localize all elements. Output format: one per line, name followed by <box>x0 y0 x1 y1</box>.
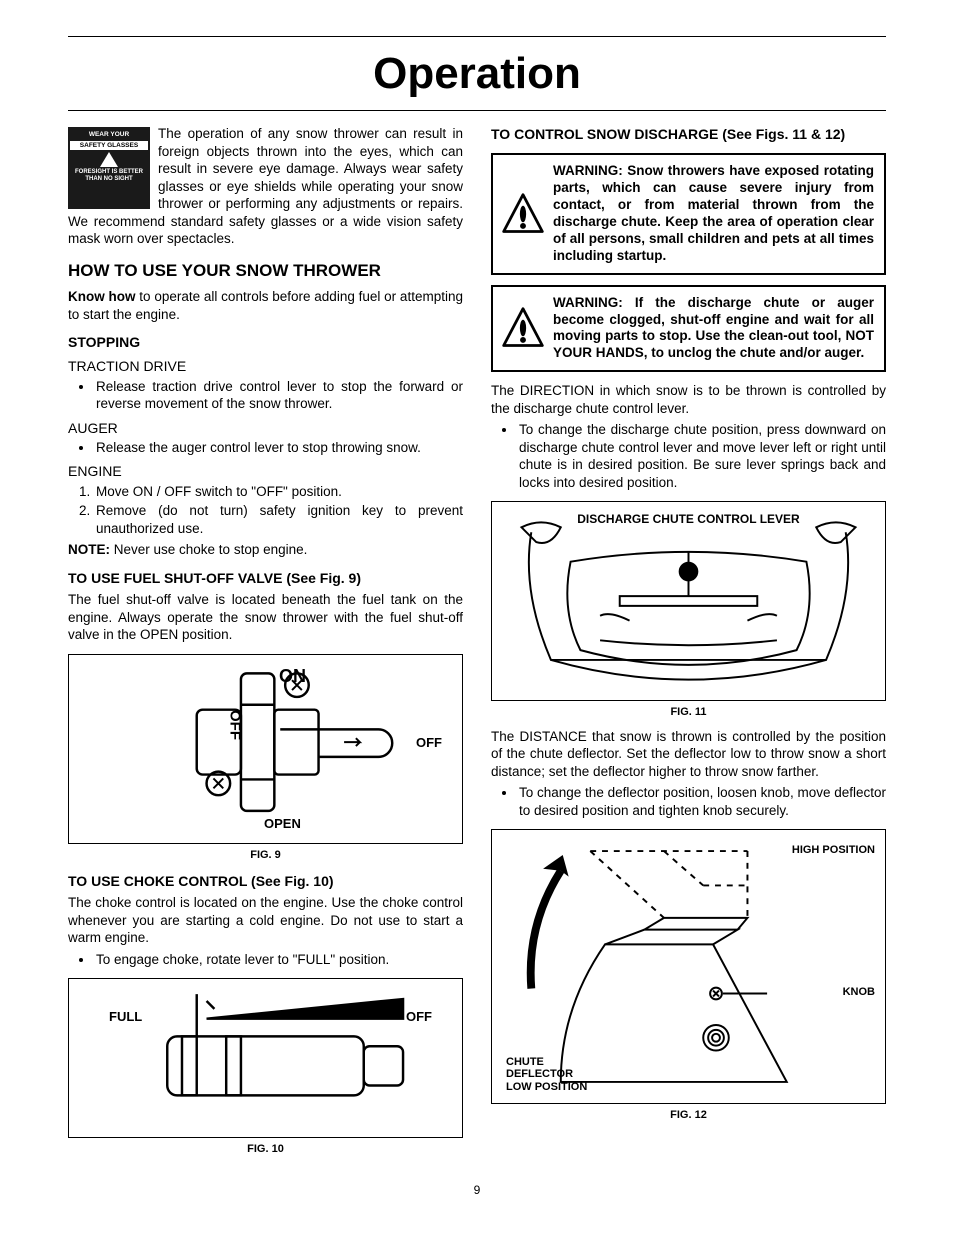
figure-11: DISCHARGE CHUTE CONTROL LEVER <box>491 501 886 701</box>
fig9-on-label: ON <box>279 665 306 688</box>
engine-step-1: Move ON / OFF switch to "OFF" position. <box>94 483 463 501</box>
col-left: WEAR YOUR SAFETY GLASSES FORESIGHT IS BE… <box>68 125 463 1164</box>
engine-step-2: Remove (do not turn) safety ignition key… <box>94 502 463 537</box>
distance-bullet: To change the deflector position, loosen… <box>517 784 886 819</box>
fig12-low-label: CHUTE DEFLECTOR LOW POSITION <box>506 1056 596 1094</box>
auger-bullet: Release the auger control lever to stop … <box>94 439 463 457</box>
badge-line2: SAFETY GLASSES <box>70 141 148 150</box>
figure-10: FULL OFF <box>68 978 463 1138</box>
warning-text-2: WARNING: If the discharge chute or auger… <box>553 287 884 371</box>
badge-line3: FORESIGHT IS BETTER THAN NO SIGHT <box>70 169 148 183</box>
knowhow-bold: Know how <box>68 289 136 304</box>
safety-intro: WEAR YOUR SAFETY GLASSES FORESIGHT IS BE… <box>68 125 463 248</box>
snow-discharge-heading: TO CONTROL SNOW DISCHARGE (See Figs. 11 … <box>491 125 886 143</box>
col-right: TO CONTROL SNOW DISCHARGE (See Figs. 11 … <box>491 125 886 1164</box>
direction-bullet: To change the discharge chute position, … <box>517 421 886 491</box>
figure-9: ON OFF OFF OPEN <box>68 654 463 844</box>
how-to-use-heading: HOW TO USE YOUR SNOW THROWER <box>68 260 463 282</box>
stopping-heading: STOPPING <box>68 333 463 351</box>
warning-icon <box>493 155 553 272</box>
warning-box-1: WARNING: Snow throwers have exposed rota… <box>491 153 886 274</box>
fig9-off-side-label: OFF <box>416 735 442 752</box>
figure-12-caption: FIG. 12 <box>491 1108 886 1122</box>
auger-heading: AUGER <box>68 419 463 437</box>
figure-11-svg <box>492 502 885 700</box>
fig11-label: DISCHARGE CHUTE CONTROL LEVER <box>492 512 885 528</box>
fig10-full-label: FULL <box>109 1009 142 1026</box>
figure-11-caption: FIG. 11 <box>491 705 886 719</box>
rule-top <box>68 36 886 37</box>
page-number: 9 <box>68 1183 886 1199</box>
badge-line1: WEAR YOUR <box>70 131 148 138</box>
fuel-valve-paragraph: The fuel shut-off valve is located benea… <box>68 591 463 644</box>
fig12-high-label: HIGH POSITION <box>792 844 875 857</box>
note-bold: NOTE: <box>68 542 110 557</box>
columns: WEAR YOUR SAFETY GLASSES FORESIGHT IS BE… <box>68 125 886 1164</box>
choke-heading: TO USE CHOKE CONTROL (See Fig. 10) <box>68 872 463 890</box>
traction-bullet: Release traction drive control lever to … <box>94 378 463 413</box>
safety-glasses-icon: WEAR YOUR SAFETY GLASSES FORESIGHT IS BE… <box>68 127 150 209</box>
rule-bot <box>68 110 886 111</box>
fig12-knob-label: KNOB <box>843 986 875 999</box>
warning-icon <box>493 287 553 371</box>
figure-10-svg <box>69 979 462 1137</box>
figure-10-caption: FIG. 10 <box>68 1142 463 1156</box>
direction-paragraph: The DIRECTION in which snow is to be thr… <box>491 382 886 417</box>
fig10-off-label: OFF <box>406 1009 432 1026</box>
note-rest: Never use choke to stop engine. <box>110 542 307 557</box>
choke-bullet: To engage choke, rotate lever to "FULL" … <box>94 951 463 969</box>
fuel-valve-heading: TO USE FUEL SHUT-OFF VALVE (See Fig. 9) <box>68 569 463 587</box>
figure-9-svg <box>69 655 462 843</box>
traction-heading: TRACTION DRIVE <box>68 357 463 375</box>
fig9-open-label: OPEN <box>264 816 301 833</box>
distance-paragraph: The DISTANCE that snow is thrown is cont… <box>491 728 886 781</box>
choke-note: NOTE: Never use choke to stop engine. <box>68 541 463 559</box>
engine-heading: ENGINE <box>68 462 463 480</box>
fig9-off-vertical-label: OFF <box>225 710 245 740</box>
knowhow-paragraph: Know how to operate all controls before … <box>68 288 463 323</box>
warning-box-2: WARNING: If the discharge chute or auger… <box>491 285 886 373</box>
warning-text-1: WARNING: Snow throwers have exposed rota… <box>553 155 884 272</box>
page-title: Operation <box>68 39 886 110</box>
badge-triangle-icon <box>100 152 118 167</box>
choke-paragraph: The choke control is located on the engi… <box>68 894 463 947</box>
figure-12: HIGH POSITION KNOB CHUTE DEFLECTOR LOW P… <box>491 829 886 1104</box>
figure-9-caption: FIG. 9 <box>68 848 463 862</box>
